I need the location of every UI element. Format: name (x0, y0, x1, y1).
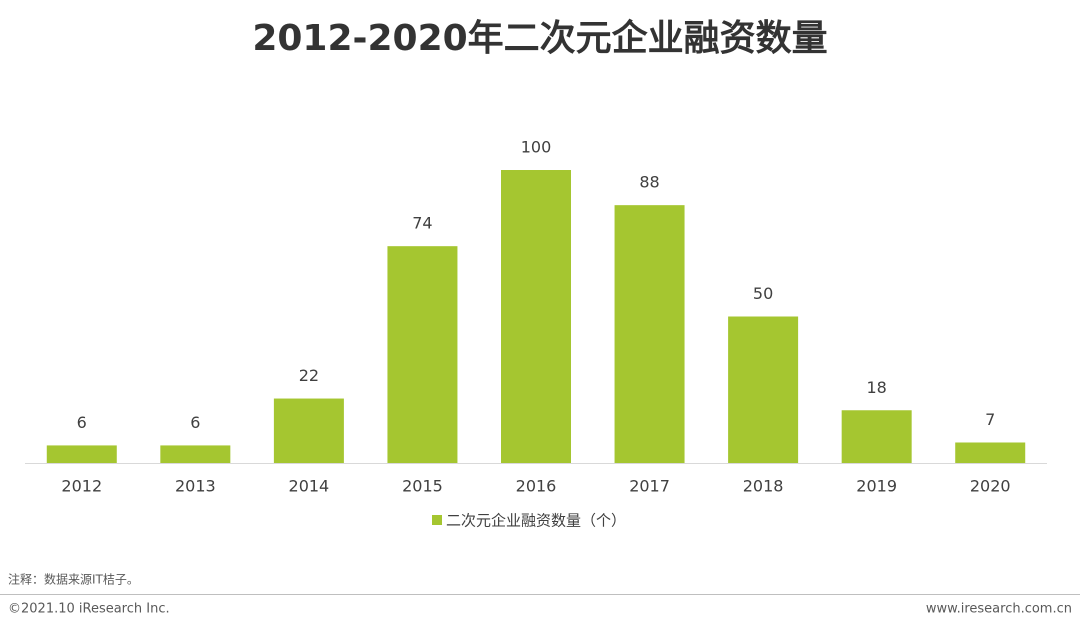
bar (46, 445, 117, 463)
data-label: 6 (190, 413, 200, 432)
bar (501, 170, 571, 463)
bar (273, 398, 344, 463)
x-tick-label: 2017 (629, 477, 670, 496)
x-tick-label: 2015 (402, 477, 443, 496)
data-label: 7 (985, 410, 995, 429)
bar (614, 205, 685, 463)
x-tick-label: 2014 (289, 477, 330, 496)
note: 注释：数据来源IT桔子。 (8, 572, 139, 587)
data-label: 22 (299, 366, 319, 385)
chart-title: 2012-2020年二次元企业融资数量 (252, 17, 827, 59)
bar (841, 410, 912, 463)
legend-swatch (432, 515, 442, 525)
data-label: 100 (521, 138, 552, 157)
legend-label: 二次元企业融资数量（个） (446, 512, 626, 530)
copyright: ©2021.10 iResearch Inc. (8, 602, 170, 617)
x-tick-label: 2012 (61, 477, 102, 496)
data-label: 6 (77, 413, 87, 432)
data-label: 18 (866, 378, 886, 397)
data-label: 88 (639, 173, 659, 192)
bar (160, 445, 231, 463)
bar (728, 316, 799, 463)
x-tick-label: 2018 (743, 477, 784, 496)
x-tick-label: 2013 (175, 477, 216, 496)
bar (955, 442, 1026, 463)
data-label: 50 (753, 284, 773, 303)
x-tick-label: 2016 (516, 477, 557, 496)
bar (387, 246, 458, 463)
x-tick-label: 2019 (856, 477, 897, 496)
website: www.iresearch.com.cn (926, 602, 1072, 617)
data-label: 74 (412, 214, 432, 233)
x-tick-label: 2020 (970, 477, 1011, 496)
